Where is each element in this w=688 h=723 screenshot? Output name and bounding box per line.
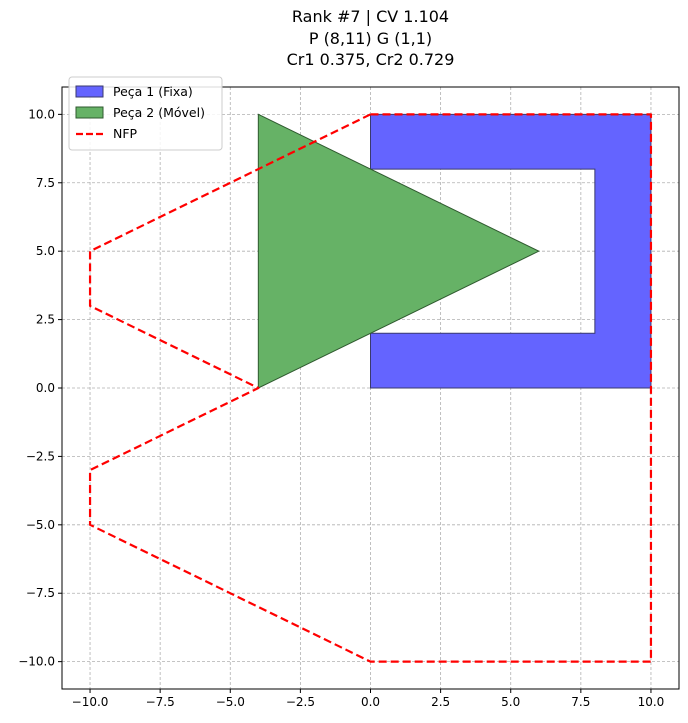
x-tick-label: 2.5 (431, 695, 450, 709)
x-tick-label: −10.0 (72, 695, 109, 709)
series-polygon-2 (257, 113, 540, 389)
y-tick-label: 5.0 (36, 244, 55, 258)
axes: −10.0 −7.5 −5.0 −2.5 0.0 2.5 5.0 7.5 10.0 −10.0 −7… (18, 86, 680, 709)
legend: Peça 1 (Fixa) Peça 2 (Móvel) NFP (68, 76, 223, 151)
y-tick-label: 0.0 (36, 381, 55, 395)
legend-swatch-2 (75, 106, 104, 119)
x-tick-label: −2.5 (286, 695, 315, 709)
y-tick-label: −2.5 (26, 449, 55, 463)
x-tick-label: −5.0 (216, 695, 245, 709)
x-tick-label: 5.0 (501, 695, 520, 709)
chart-title-line-1: Rank #7 | CV 1.104 (292, 7, 449, 26)
x-tick-label: −7.5 (146, 695, 175, 709)
chart-title-line-2: P (8,11) G (1,1) (309, 29, 432, 48)
chart-title-line-3: Cr1 0.375, Cr2 0.729 (287, 50, 455, 69)
x-tick-label: 7.5 (571, 695, 590, 709)
y-tick-label: −7.5 (26, 586, 55, 600)
nfp-line (88, 113, 653, 663)
y-tick-label: −10.0 (18, 655, 55, 669)
legend-label-3: NFP (113, 126, 138, 141)
legend-swatch-1 (75, 85, 104, 98)
legend-label-1: Peça 1 (Fixa) (113, 84, 193, 99)
y-tick-label: 2.5 (36, 313, 55, 327)
y-tick-label: 7.5 (36, 176, 55, 190)
x-tick-label: 10.0 (638, 695, 665, 709)
chart-title: Rank #7 | CV 1.104 P (8,11) G (1,1) Cr1 … (287, 7, 455, 69)
legend-box (68, 76, 223, 151)
x-tick-label: 0.0 (361, 695, 380, 709)
series-layer (88, 113, 653, 663)
y-tick-label: −5.0 (26, 518, 55, 532)
y-tick-label: 10.0 (28, 107, 55, 121)
legend-label-2: Peça 2 (Móvel) (113, 105, 205, 120)
